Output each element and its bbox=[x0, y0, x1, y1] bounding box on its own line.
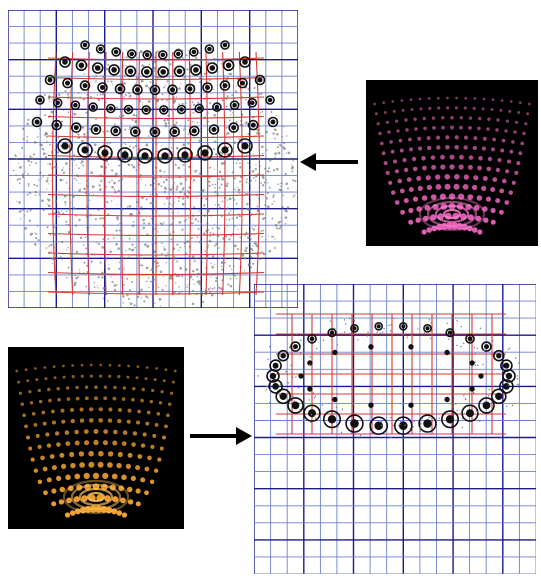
grid-lines bbox=[254, 284, 536, 574]
hemisphere-dots bbox=[373, 96, 531, 235]
bottom-grid-svg bbox=[254, 284, 536, 574]
top-grid-svg bbox=[8, 10, 298, 308]
arrow-left bbox=[298, 150, 362, 174]
bottom-rings bbox=[62, 479, 130, 515]
arrow-right bbox=[186, 424, 254, 448]
bottom-rings bbox=[418, 196, 486, 232]
red-grid bbox=[47, 51, 265, 296]
hemisphere-dots bbox=[15, 363, 177, 518]
dot-rings bbox=[31, 40, 279, 164]
scatter-specks bbox=[254, 317, 520, 439]
bottom-distortion-grid bbox=[254, 284, 536, 574]
top-distortion-grid bbox=[8, 10, 298, 308]
pink-hemisphere-image bbox=[366, 80, 538, 246]
orange-hemisphere-image bbox=[8, 347, 184, 529]
scatter-cloud bbox=[12, 47, 297, 308]
grid-lines bbox=[8, 10, 298, 308]
